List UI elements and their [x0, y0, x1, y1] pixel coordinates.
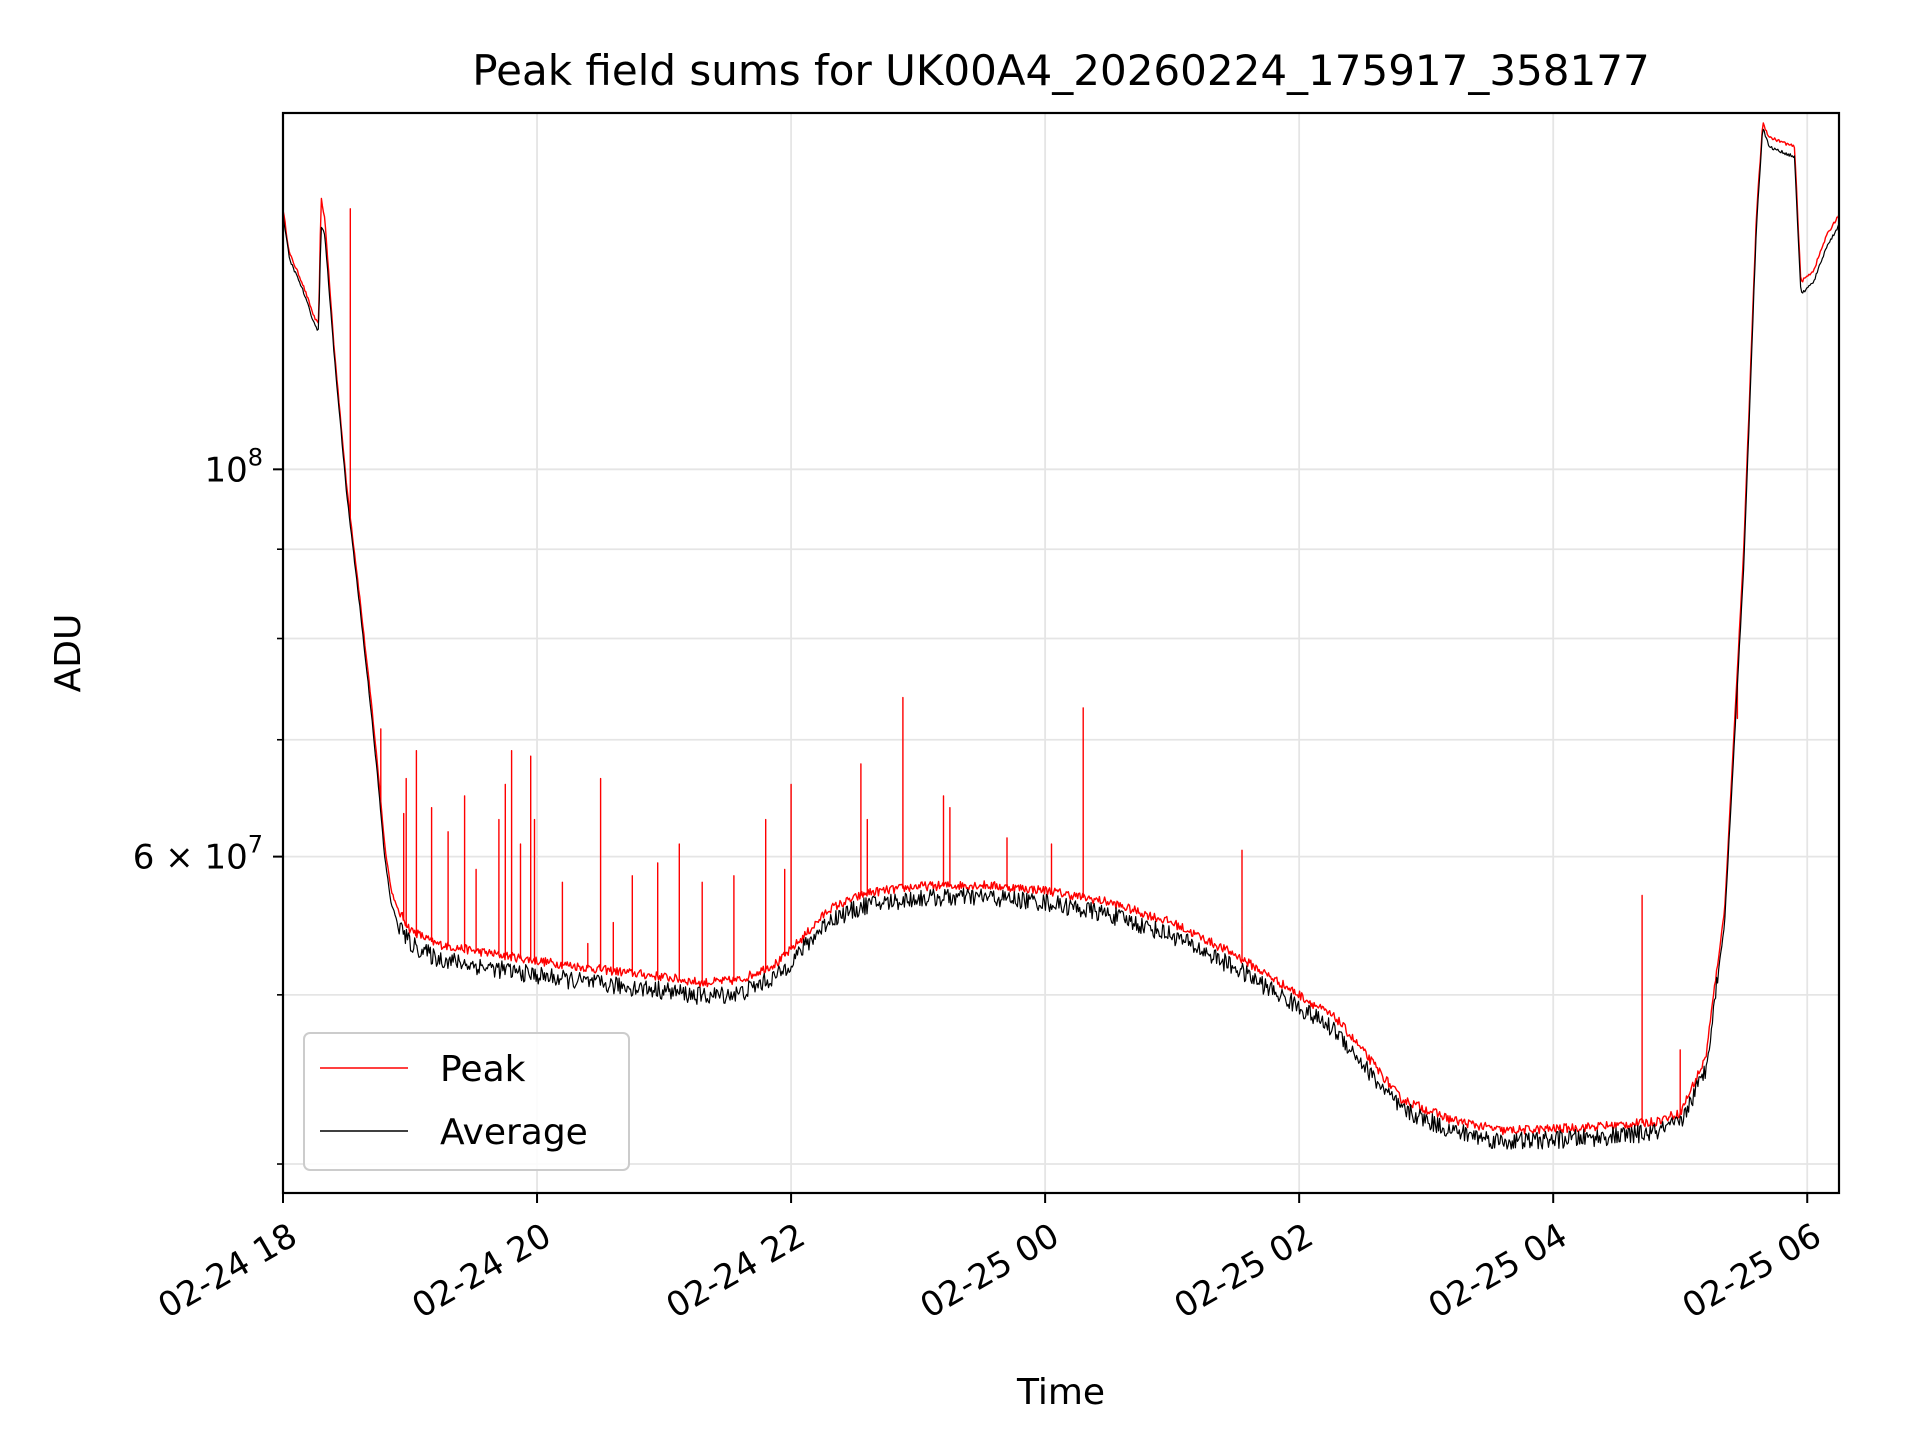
- series-line-average: [283, 128, 1839, 1150]
- chart-title: Peak field sums for UK00A4_20260224_1759…: [472, 46, 1649, 95]
- legend-label-average: Average: [440, 1112, 588, 1153]
- y-tick-label: 108: [204, 443, 263, 490]
- series-layer: [283, 122, 1839, 1150]
- y-axis-label: ADU: [48, 614, 89, 693]
- y-axis: 108 6 × 107: [133, 443, 283, 1165]
- y-tick-label: 6 × 107: [133, 831, 263, 878]
- legend: Peak Average: [303, 1032, 630, 1171]
- x-axis-label: Time: [1016, 1372, 1105, 1413]
- plot-frame: [281, 111, 1841, 1195]
- legend-label-peak: Peak: [440, 1049, 526, 1090]
- series-line-peak: [283, 122, 1839, 1136]
